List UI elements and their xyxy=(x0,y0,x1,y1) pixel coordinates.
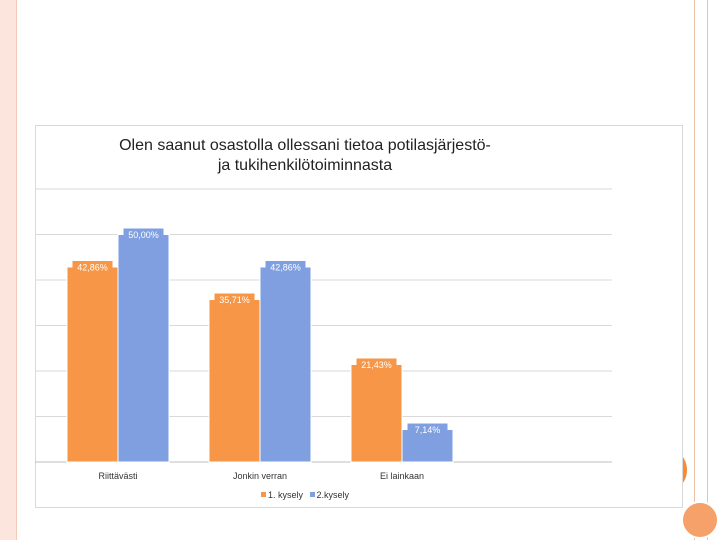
data-label-series-2-cat-2: 42,86% xyxy=(270,262,301,272)
data-label-series-2-cat-1: 50,00% xyxy=(128,230,159,240)
chart-title-line-1: Olen saanut osastolla ollessani tietoa p… xyxy=(119,137,491,154)
data-label-bg-series-1-cat-2 xyxy=(214,293,255,306)
category-label-2: Jonkin verran xyxy=(233,471,287,481)
chart-legend: 1. kysely 2.kysely xyxy=(35,489,575,500)
bar-series-1-cat-3 xyxy=(350,363,403,463)
chart-title-line-2: ja tukihenkilötoiminnasta xyxy=(217,157,393,174)
legend-swatch-series-2 xyxy=(309,492,315,497)
data-label-bg-series-2-cat-1 xyxy=(123,228,164,241)
bar-series-1-cat-2 xyxy=(208,299,261,463)
decorative-ring xyxy=(681,501,719,539)
legend-label-series-2: 2.kysely xyxy=(316,489,350,500)
legend-swatch-series-1 xyxy=(260,492,266,497)
data-label-bg-series-2-cat-3 xyxy=(407,423,448,436)
bar-series-1-cat-1 xyxy=(66,266,119,463)
legend-item-series-2: 2.kysely xyxy=(309,489,350,500)
slide-frame-left xyxy=(0,0,17,540)
data-label-series-1-cat-3: 21,43% xyxy=(361,360,392,370)
category-label-3: Ei lainkaan xyxy=(380,471,424,481)
data-label-series-2-cat-3: 7,14% xyxy=(415,425,441,435)
legend-item-series-1: 1. kysely xyxy=(260,489,303,500)
data-label-bg-series-2-cat-2 xyxy=(265,260,306,273)
slide-frame-right xyxy=(694,0,708,540)
legend-label-series-1: 1. kysely xyxy=(267,489,303,500)
data-label-series-1-cat-1: 42,86% xyxy=(77,262,108,272)
category-label-1: Riittävästi xyxy=(98,471,137,481)
bar-series-2-cat-2 xyxy=(259,266,312,463)
data-label-bg-series-1-cat-3 xyxy=(356,358,397,371)
data-label-bg-series-1-cat-1 xyxy=(72,260,113,273)
bar-series-2-cat-1 xyxy=(117,234,170,463)
data-label-series-1-cat-2: 35,71% xyxy=(219,295,250,305)
chart-title: Olen saanut osastolla ollessani tietoa p… xyxy=(35,136,575,176)
